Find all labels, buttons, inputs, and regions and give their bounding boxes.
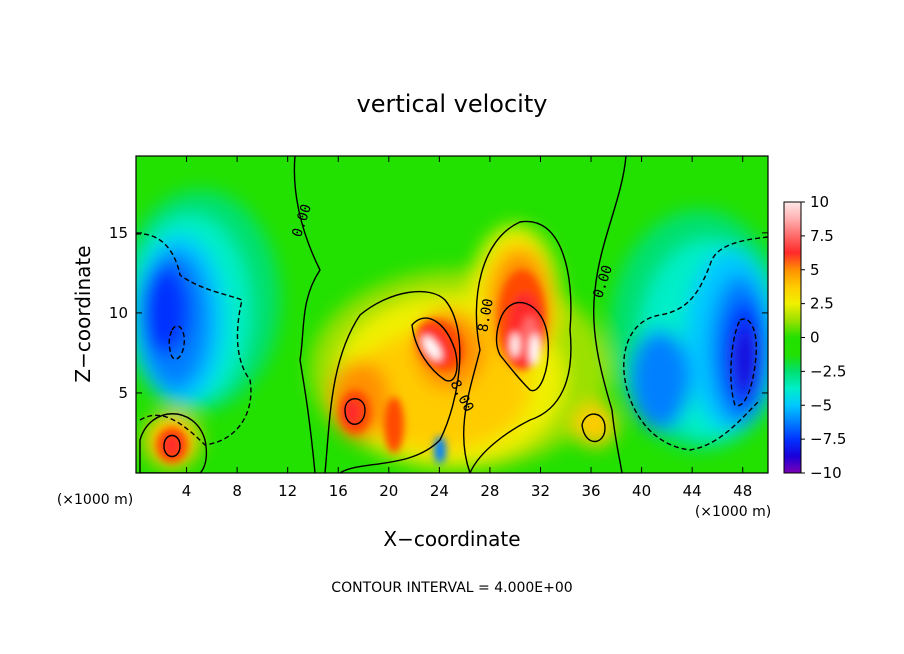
y-axis-ticks: 5 10 15	[109, 224, 768, 402]
contour-label: 8.00	[475, 297, 497, 333]
colorbar-tick-label: 2.5	[810, 295, 834, 313]
contour-8-a	[411, 317, 458, 382]
x-unit-label-right: (×1000 m)	[695, 504, 771, 520]
y-tick-label: 15	[109, 224, 128, 242]
x-tick-label: 44	[683, 482, 702, 500]
colorbar-tick-label: −7.5	[810, 430, 846, 448]
x-tick-label: 24	[430, 482, 449, 500]
colorbar-tick-label: 7.5	[810, 227, 834, 245]
x-tick-label: 32	[531, 482, 550, 500]
x-tick-label: 36	[581, 482, 600, 500]
x-axis-label: X−coordinate	[383, 527, 520, 551]
contour-8-b	[495, 301, 549, 392]
y-axis-label: Z−coordinate	[71, 245, 95, 382]
colorbar-ticks: 10 7.5 5 2.5 0 −2.5 −5 −7.5 −10	[801, 193, 846, 482]
x-axis-ticks: 4 8 12 16 20 24 28 32 36 40 44 48	[182, 156, 752, 500]
colorbar-tick-label: −5	[810, 396, 832, 414]
contour-zero-right	[592, 156, 627, 473]
contour-8-d	[163, 434, 181, 458]
y-tick-label: 5	[118, 384, 128, 402]
contour-updraft-main	[463, 220, 572, 473]
contour-updraft-small-left	[139, 413, 208, 473]
colorbar	[783, 201, 802, 474]
contour-dash-core-right	[730, 318, 757, 407]
x-unit-label-left: (×1000 m)	[57, 492, 133, 508]
contour-zero-left	[293, 156, 321, 473]
contour-dash-core-left	[168, 325, 186, 360]
heatmap-field	[136, 156, 768, 473]
contour-updraft-left	[324, 290, 461, 473]
x-tick-label: 12	[278, 482, 297, 500]
contour-lines	[136, 156, 768, 473]
contour-8-c	[344, 398, 366, 425]
colorbar-tick-label: 0	[810, 329, 820, 347]
y-tick-label: 10	[109, 304, 128, 322]
chart-title: vertical velocity	[357, 90, 548, 118]
contour-updraft-small-right	[581, 413, 606, 443]
x-tick-label: 40	[632, 482, 651, 500]
x-tick-label: 8	[232, 482, 242, 500]
plot-frame	[135, 155, 769, 474]
x-tick-label: 48	[733, 482, 752, 500]
contour-dash-right	[623, 236, 768, 451]
x-tick-label: 16	[329, 482, 348, 500]
colorbar-tick-label: −2.5	[810, 362, 846, 380]
contour-dash-left	[136, 233, 252, 446]
x-tick-label: 20	[379, 482, 398, 500]
x-tick-label: 28	[480, 482, 499, 500]
colorbar-tick-label: 10	[810, 193, 829, 211]
colorbar-tick-label: −10	[810, 464, 842, 482]
colorbar-tick-label: 5	[810, 261, 820, 279]
contour-interval: CONTOUR INTERVAL = 4.000E+00	[331, 580, 572, 596]
x-tick-label: 4	[182, 482, 192, 500]
